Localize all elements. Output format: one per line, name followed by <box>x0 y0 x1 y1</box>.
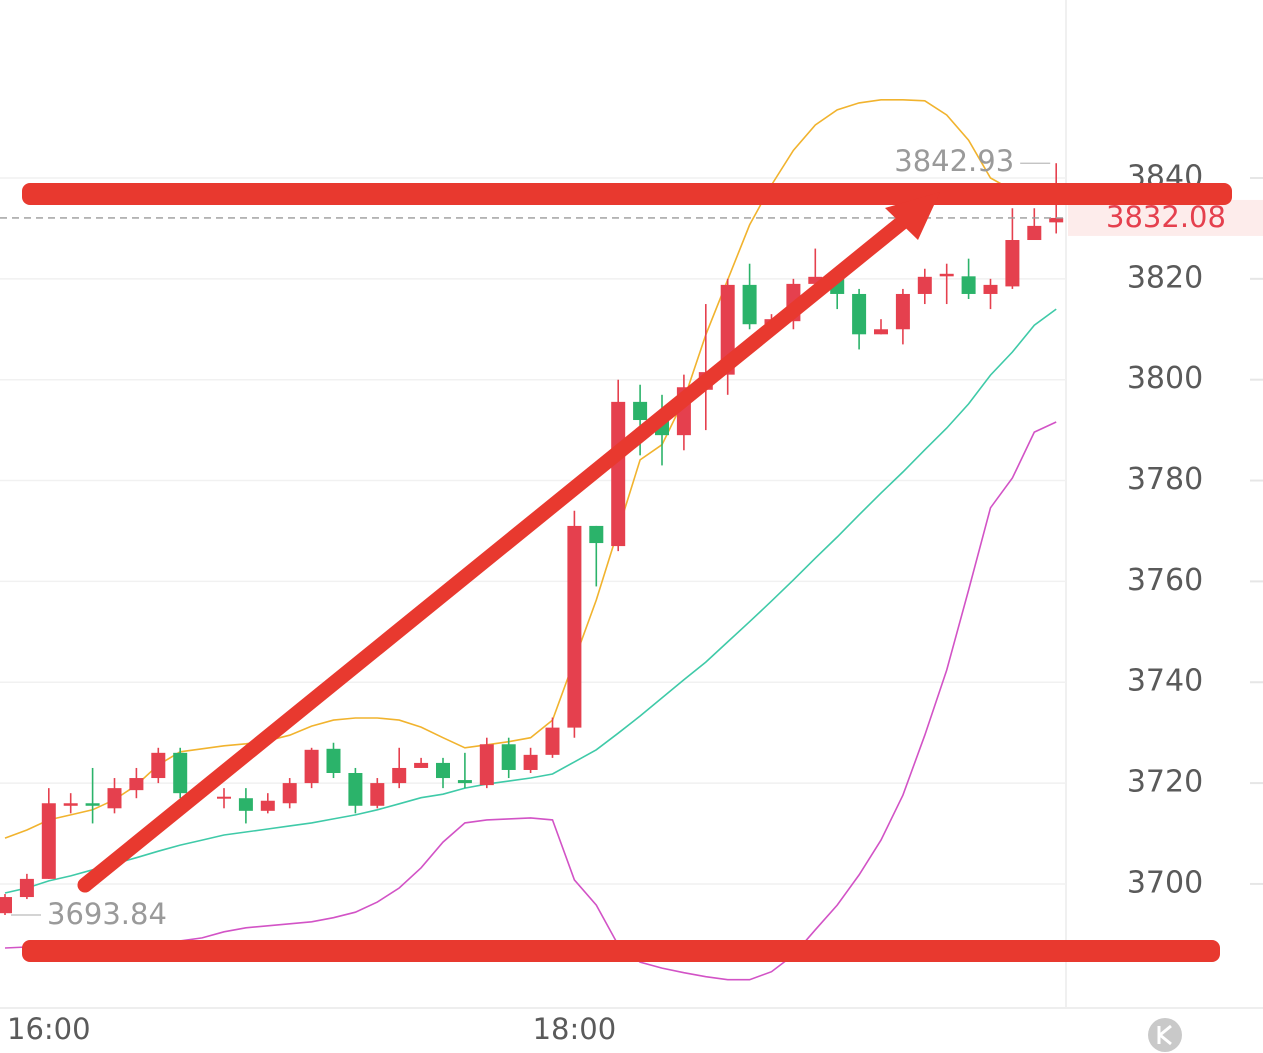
candle-body <box>895 293 910 330</box>
x-tick-label: 18:00 <box>533 1012 617 1046</box>
candle-body <box>107 788 122 809</box>
candle-body <box>983 284 998 294</box>
candle-body <box>260 800 275 811</box>
candle-body <box>414 762 429 768</box>
x-tick-label: 16:00 <box>7 1012 91 1046</box>
candle-body <box>457 780 472 784</box>
candle-body <box>348 773 363 806</box>
trend-arrow <box>77 212 913 893</box>
candle-body <box>63 803 78 806</box>
y-tick-label: 3740 <box>1127 664 1203 699</box>
annotations <box>22 183 1232 962</box>
candle-body <box>238 798 253 811</box>
max-label: 3842.93 <box>894 144 1014 178</box>
trend-arrow-head <box>885 192 940 240</box>
y-tick-label: 3720 <box>1127 765 1203 800</box>
band-line <box>4 308 1057 894</box>
candle-body <box>852 293 867 335</box>
candle-body <box>0 897 12 914</box>
candle-body <box>501 744 516 770</box>
candle-body <box>304 749 319 784</box>
y-tick-label: 3780 <box>1127 462 1203 497</box>
candle-body <box>392 767 407 784</box>
y-tick-label: 3820 <box>1127 260 1203 295</box>
candle-body <box>961 276 976 294</box>
y-tick-label: 3760 <box>1127 563 1203 598</box>
last-price-label: 3832.08 <box>1106 200 1226 234</box>
candle-body <box>545 727 560 755</box>
support-marker <box>22 940 1220 962</box>
candle-body <box>611 401 626 547</box>
candle-body <box>436 762 450 779</box>
candle-body <box>939 273 954 277</box>
candle-body <box>217 796 231 799</box>
candle-body <box>282 783 297 804</box>
candle-body <box>589 525 604 544</box>
candle-body <box>567 525 582 728</box>
candle-body <box>151 752 166 779</box>
min-label: 3693.84 <box>47 897 167 931</box>
candle-body <box>173 752 188 794</box>
icon-circle <box>1148 1018 1182 1052</box>
candle-body <box>19 878 34 898</box>
candle-body <box>742 284 757 325</box>
candle-body <box>523 754 538 770</box>
resistance-marker <box>22 183 1232 205</box>
kline-icon <box>1148 1018 1182 1052</box>
candle-body <box>41 803 56 879</box>
candle-body <box>1027 225 1042 241</box>
candle-body <box>370 783 385 806</box>
candle-body <box>874 329 888 335</box>
y-tick-label: 3700 <box>1127 865 1203 900</box>
y-tick-label: 3800 <box>1127 361 1203 396</box>
last-price-tag <box>1068 199 1263 236</box>
candle-body <box>129 778 144 791</box>
candle-body <box>326 748 341 774</box>
icon-glyph <box>1157 1024 1172 1046</box>
candle-body <box>808 276 823 284</box>
candle-body <box>479 744 494 786</box>
candle-body <box>633 401 648 421</box>
candle-body <box>1005 240 1020 287</box>
candle-body <box>1049 217 1064 223</box>
candle-body <box>85 803 100 806</box>
candle-body <box>917 276 932 294</box>
